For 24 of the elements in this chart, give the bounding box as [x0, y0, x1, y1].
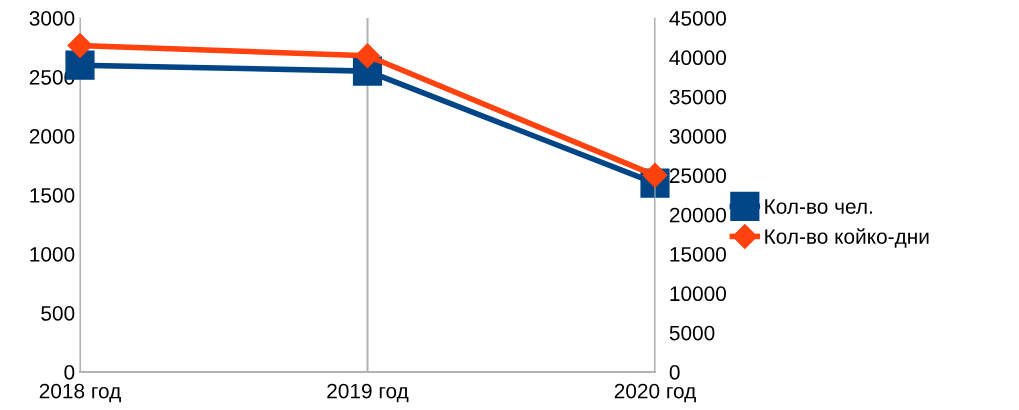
y2-tick-label: 10000 [670, 286, 727, 302]
y-tick-label: 2000 [29, 129, 75, 144]
point [642, 162, 668, 188]
y2-tick-label: 5000 [669, 325, 715, 341]
y2-tick-label: 35000 [669, 89, 727, 105]
y-tick-label: 3000 [29, 11, 75, 26]
x-tick-label: 2019 год [327, 383, 409, 403]
y2-tick-label: 15000 [670, 247, 727, 262]
y-tick-label: 1000 [30, 247, 75, 262]
legend-label: Кол-во койко-дни [765, 228, 929, 248]
y-tick-label: 0 [64, 365, 75, 380]
point [355, 43, 380, 69]
y-tick-label: 1500 [30, 188, 75, 203]
y2-tick-label: 45000 [669, 11, 727, 26]
y2-tick-label: 20000 [669, 207, 727, 223]
y2-tick-label: 0 [669, 365, 680, 380]
y2-tick-label: 25000 [669, 168, 727, 184]
y2-tick-label: 30000 [669, 129, 727, 144]
x-tick-label: 2020 год [614, 383, 696, 403]
y2-tick-label: 40000 [669, 50, 727, 66]
legend-label: Кол-во чел. [765, 199, 872, 214]
x-tick-label: 2018 год [39, 383, 121, 403]
point [67, 33, 93, 59]
y-tick-label: 500 [41, 306, 75, 321]
